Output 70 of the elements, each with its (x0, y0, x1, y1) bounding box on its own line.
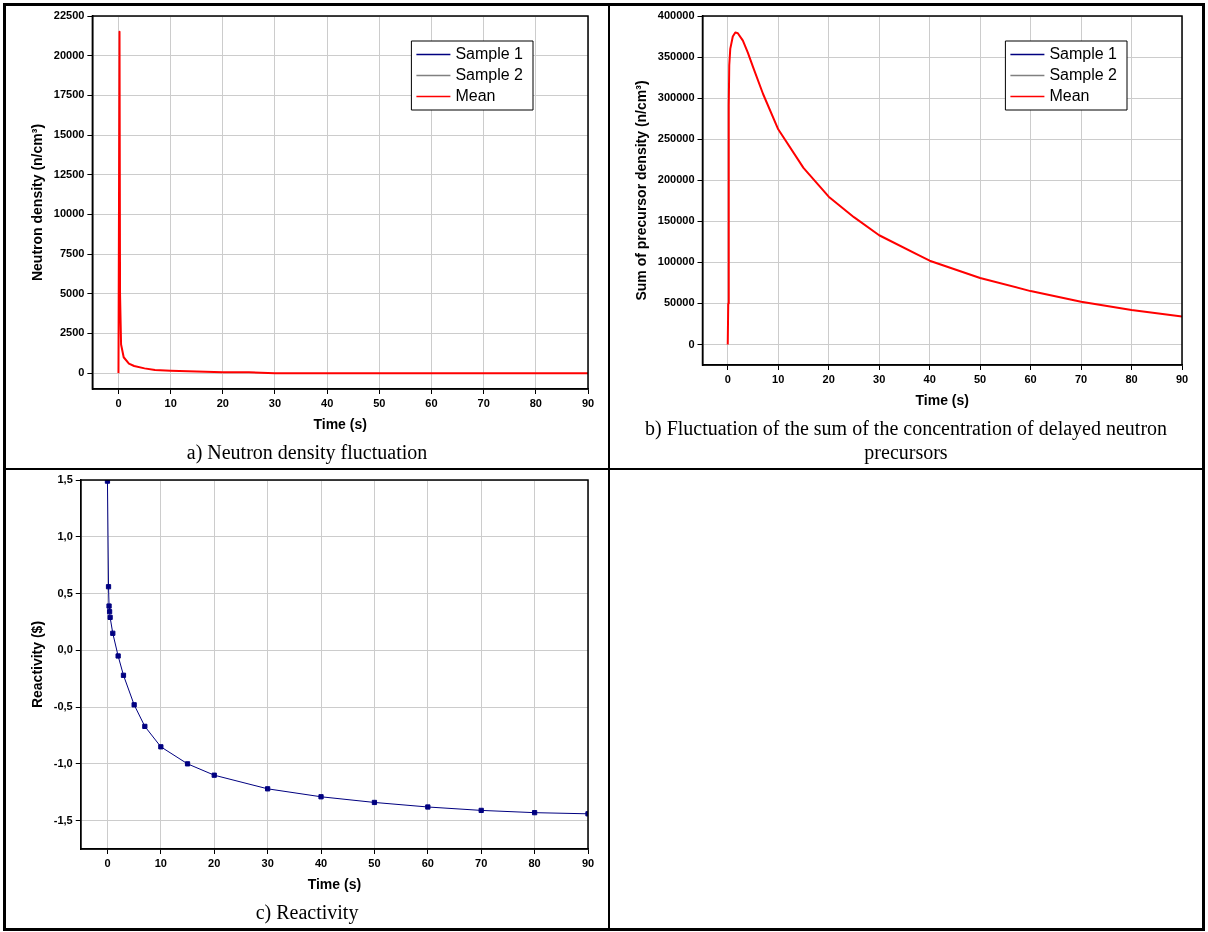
y-tick-label: 0,0 (57, 643, 73, 656)
y-tick-label: 350000 (657, 50, 695, 63)
x-tick-label: 50 (368, 856, 381, 869)
x-tick-label: 30 (873, 372, 886, 385)
x-tick-label: 90 (1175, 372, 1189, 385)
y-tick-label: -1,0 (53, 756, 73, 769)
y-tick-label: -1,5 (53, 813, 73, 826)
legend-label: Sample 2 (455, 65, 524, 83)
x-axis-title: Time (s) (915, 392, 969, 409)
x-axis-title: Time (s) (313, 416, 367, 433)
x-tick-label: 90 (581, 396, 595, 409)
y-tick-label: 0 (688, 337, 695, 350)
x-tick-label: 0 (104, 856, 111, 869)
y-tick-label: 2500 (59, 326, 85, 339)
x-tick-label: 30 (268, 396, 282, 409)
y-tick-label: 250000 (657, 132, 695, 145)
legend-label: Sample 1 (455, 44, 524, 62)
x-tick-label: 50 (373, 396, 386, 409)
text: b) Fluctuation of the sum of the concentration of delayed neutron precursors (644, 417, 1168, 465)
x-tick-label: 40 (321, 396, 334, 409)
y-tick-label: 5000 (59, 286, 85, 299)
x-tick-label: 80 (529, 396, 542, 409)
y-tick-label: 150000 (657, 214, 695, 227)
x-tick-label: 60 (1024, 372, 1037, 385)
y-axis-title: Sum of precursor density (n/cm³) (633, 80, 650, 301)
y-tick-label: 20000 (53, 48, 85, 61)
x-tick-label: 0 (115, 396, 122, 409)
x-tick-label: 0 (724, 372, 731, 385)
text: c) Reactivity (255, 901, 359, 925)
x-tick-label: 20 (216, 396, 229, 409)
x-tick-label: 70 (1074, 372, 1088, 385)
x-tick-label: 10 (154, 856, 167, 869)
y-tick-label: 10000 (53, 207, 85, 220)
x-tick-label: 50 (973, 372, 987, 385)
x-axis-title: Time (s) (307, 876, 362, 893)
y-tick-label: -0,5 (53, 700, 73, 713)
x-tick-label: 40 (923, 372, 936, 385)
x-tick-label: 80 (1125, 372, 1138, 385)
legend-label: Mean (1049, 86, 1090, 104)
y-tick-label: 22500 (53, 9, 85, 22)
x-tick-label: 10 (772, 372, 785, 385)
y-tick-label: 0,5 (57, 586, 73, 599)
y-tick-label: 400000 (657, 9, 695, 22)
x-tick-label: 70 (475, 856, 488, 869)
y-tick-label: 1,5 (57, 473, 73, 486)
legend-label: Mean (455, 86, 496, 104)
y-tick-label: 17500 (53, 88, 85, 101)
y-tick-label: 12500 (53, 167, 85, 180)
x-tick-label: 10 (164, 396, 177, 409)
x-tick-label: 80 (528, 856, 541, 869)
x-tick-label: 30 (261, 856, 274, 869)
y-axis-title: Reactivity ($) (29, 620, 46, 709)
x-tick-label: 70 (477, 396, 490, 409)
x-tick-label: 40 (314, 856, 328, 869)
y-axis-title: Neutron density (n/cm³) (29, 123, 46, 282)
x-tick-label: 60 (421, 856, 434, 869)
y-tick-label: 300000 (657, 91, 695, 104)
x-tick-label: 90 (581, 856, 595, 869)
x-tick-label: 20 (208, 856, 221, 869)
y-tick-label: 15000 (53, 128, 85, 141)
legend-label: Sample 1 (1049, 44, 1118, 62)
y-tick-label: 100000 (657, 255, 695, 268)
x-tick-label: 20 (822, 372, 835, 385)
legend-label: Sample 2 (1049, 65, 1118, 83)
y-tick-label: 7500 (59, 247, 85, 260)
y-tick-label: 1,0 (57, 529, 73, 542)
x-tick-label: 60 (425, 396, 438, 409)
y-tick-label: 200000 (657, 173, 695, 186)
y-tick-label: 50000 (663, 296, 695, 309)
text: a) Neutron density fluctuation (186, 441, 428, 465)
